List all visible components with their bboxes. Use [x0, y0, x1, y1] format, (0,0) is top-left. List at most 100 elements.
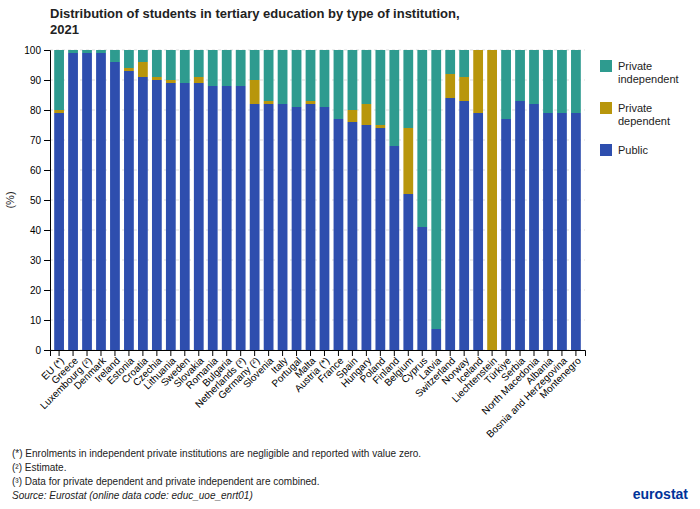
bar	[208, 86, 218, 350]
axis-domain	[44, 51, 51, 351]
bar	[306, 104, 316, 350]
tick-mark	[44, 320, 50, 321]
legend: Private independent Privatedependent Public	[600, 60, 679, 156]
bar	[431, 50, 441, 329]
bar	[571, 50, 581, 113]
tick-mark	[492, 350, 493, 356]
tick-mark	[44, 230, 50, 231]
tick-mark	[100, 350, 101, 356]
bar	[557, 50, 567, 113]
tick: 80	[30, 105, 50, 116]
tick-mark	[436, 350, 437, 356]
bar	[194, 83, 204, 350]
y-axis-label: (%)	[4, 191, 16, 208]
bar	[264, 50, 274, 101]
tick-mark	[464, 350, 465, 356]
tick-mark	[44, 350, 50, 351]
tick-mark	[408, 350, 409, 356]
tick-label: 10	[30, 315, 42, 326]
tick-mark	[547, 350, 548, 356]
tick-mark	[44, 80, 50, 81]
bar	[54, 113, 64, 350]
tick: 90	[30, 75, 50, 86]
bar	[375, 125, 385, 128]
tick-label: 70	[30, 135, 42, 146]
bar	[320, 107, 330, 350]
bar	[194, 50, 204, 77]
tick-mark	[198, 350, 199, 356]
footnote: (³) Data for private dependent and priva…	[12, 476, 319, 487]
bar	[473, 50, 483, 51]
bar	[389, 146, 399, 350]
bar	[110, 62, 120, 350]
bar	[152, 50, 162, 77]
tick-mark	[380, 350, 381, 356]
tick-mark	[73, 350, 74, 356]
bar	[306, 101, 316, 104]
bar	[138, 62, 148, 77]
bar	[417, 50, 427, 227]
y-axis: 0102030405060708090100	[24, 45, 50, 356]
bar	[445, 50, 455, 74]
legend-label-line: independent	[618, 73, 679, 85]
legend-swatch	[600, 144, 612, 156]
tick-mark	[44, 50, 50, 51]
tick-label: 20	[30, 285, 42, 296]
bar	[166, 80, 176, 83]
bar	[473, 113, 483, 350]
logo-text: eurostat	[633, 486, 689, 502]
tick-mark	[268, 350, 269, 356]
legend-swatch	[600, 60, 612, 72]
tick-mark	[422, 350, 423, 356]
title-line: 2021	[50, 22, 79, 37]
footnote: Source: Eurostat (online data code: educ…	[12, 490, 253, 501]
bars	[54, 50, 581, 350]
bar	[96, 53, 106, 350]
tick: 40	[30, 225, 50, 236]
bar	[515, 101, 525, 350]
tick-mark	[506, 350, 507, 356]
tick-label: Slovenia	[241, 355, 276, 390]
bar	[124, 71, 134, 350]
bar	[362, 104, 372, 125]
x-axis: EU (*)GreeceLuxembourg (²)DenmarkIreland…	[38, 350, 586, 440]
series	[54, 50, 581, 329]
bar	[292, 107, 302, 350]
tick-mark	[44, 170, 50, 171]
tick-mark	[44, 290, 50, 291]
tick: 100	[24, 45, 50, 56]
bar	[571, 113, 581, 350]
bar	[473, 50, 483, 113]
bar	[110, 50, 120, 62]
tick: 60	[30, 165, 50, 176]
tick-label: 0	[35, 345, 41, 356]
bar	[264, 101, 274, 104]
bar	[250, 104, 260, 350]
bar	[362, 125, 372, 350]
bar	[334, 119, 344, 350]
bar	[236, 86, 246, 350]
tick-mark	[44, 200, 50, 201]
tick: 10	[30, 315, 50, 326]
bar	[166, 83, 176, 350]
bar	[54, 50, 64, 110]
tick-mark	[212, 350, 213, 356]
legend-item: Public	[600, 144, 648, 156]
legend-label-line: Private	[618, 102, 652, 114]
legend-item: Privatedependent	[600, 102, 670, 127]
bar	[250, 80, 260, 104]
bar	[375, 128, 385, 350]
bar	[362, 50, 372, 104]
bar	[529, 50, 539, 104]
bar	[82, 50, 92, 53]
legend-label: Public	[618, 144, 648, 156]
bar	[138, 50, 148, 62]
bar	[152, 80, 162, 350]
tick-mark	[561, 350, 562, 356]
tick-mark	[338, 350, 339, 356]
tick-label: Montenegro	[537, 355, 583, 401]
bar	[68, 50, 78, 53]
tick-mark	[324, 350, 325, 356]
bar	[264, 104, 274, 350]
bar	[278, 50, 288, 104]
